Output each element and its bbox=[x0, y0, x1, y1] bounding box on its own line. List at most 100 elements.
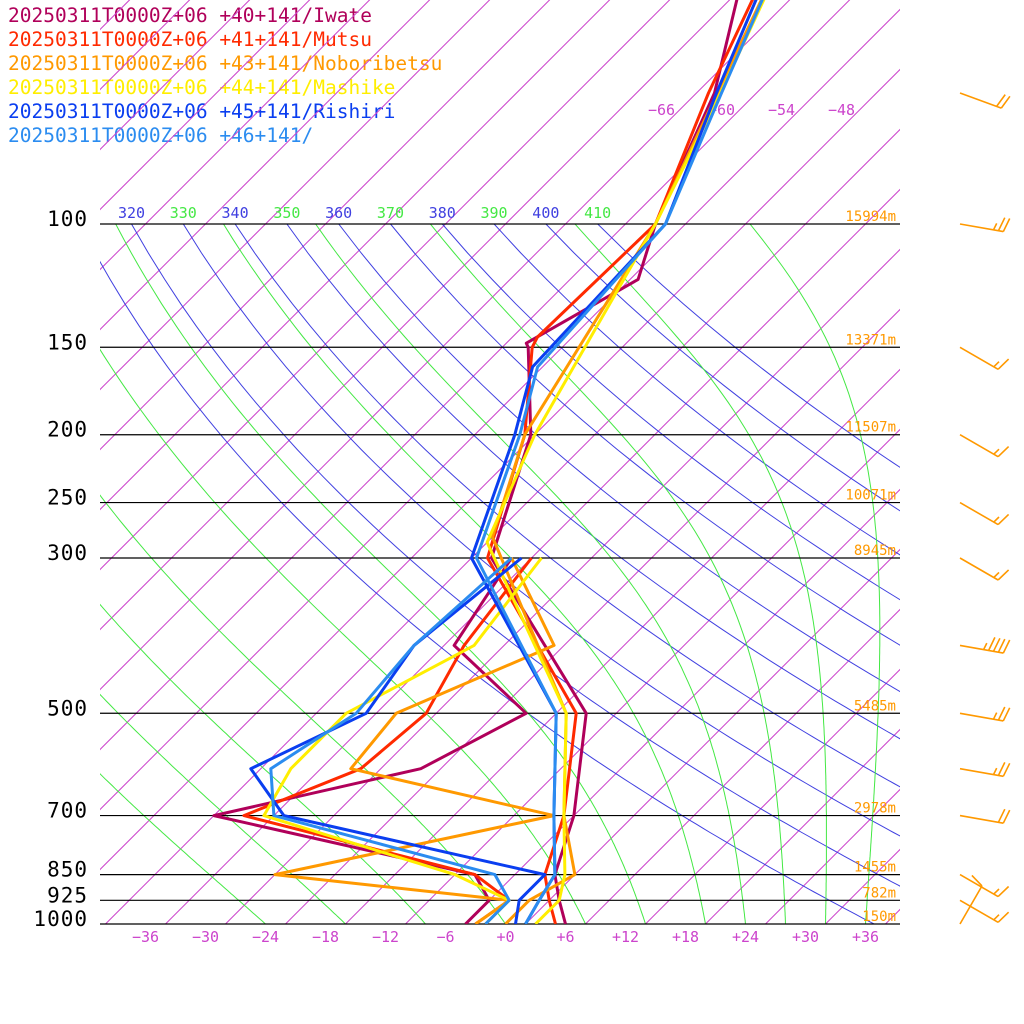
wind-barb bbox=[959, 873, 1010, 898]
wind-barb bbox=[959, 762, 1011, 778]
isotherm-line bbox=[100, 0, 131, 31]
wind-barb bbox=[959, 501, 1010, 526]
height-label: 2978m bbox=[854, 801, 896, 817]
temperature-tick-label: −36 bbox=[132, 928, 159, 946]
isotherm-line bbox=[0, 0, 64, 924]
temperature-ticks: −36 −30 −24 −18 −12 −6 +0 +6 +12 +18 +24 +30 +36 bbox=[132, 928, 879, 946]
isotherm-line bbox=[100, 0, 491, 391]
isotherm-line bbox=[645, 668, 900, 924]
legend-entry: 20250311T0000Z+06 +44+141/Mashike bbox=[8, 76, 396, 99]
wind-barb bbox=[959, 92, 1011, 109]
theta-label: 350 bbox=[273, 204, 300, 222]
temperature-tick-label: −24 bbox=[252, 928, 279, 946]
temperature-tick-label: +18 bbox=[672, 928, 699, 946]
isotherm-line bbox=[100, 0, 311, 211]
isotherm-line bbox=[165, 188, 900, 924]
dry-adiabat bbox=[234, 224, 900, 788]
temperature-tick-label: −12 bbox=[372, 928, 399, 946]
legend: 20250311T0000Z+06 +40+141/Iwate 20250311T… bbox=[8, 4, 442, 148]
pressure-label: 300 bbox=[47, 541, 88, 565]
temperature-tick-label: +24 bbox=[732, 928, 759, 946]
isotherm-line bbox=[525, 548, 900, 924]
wind-barbs bbox=[959, 92, 1011, 925]
temperature-tick-label: +30 bbox=[792, 928, 819, 946]
isotherm-line bbox=[100, 0, 551, 451]
isotherm-line bbox=[405, 428, 900, 924]
isotherm-line bbox=[100, 0, 671, 571]
wind-barb bbox=[959, 346, 1010, 370]
temperature-tick-label: −6 bbox=[436, 928, 454, 946]
wind-barb bbox=[959, 434, 1010, 458]
legend-entry: 20250311T0000Z+06 +41+141/Mutsu bbox=[8, 28, 372, 51]
temperature-profile bbox=[490, 0, 739, 924]
theta-label: 330 bbox=[170, 204, 197, 222]
theta-label: 390 bbox=[481, 204, 508, 222]
theta-label: 410 bbox=[584, 204, 611, 222]
dry-adiabat bbox=[338, 224, 900, 693]
profiles bbox=[212, 0, 766, 924]
theta-label: 370 bbox=[377, 204, 404, 222]
temperature-tick-label: +0 bbox=[496, 928, 514, 946]
isotherm-line bbox=[100, 0, 371, 271]
temperature-tick-label: −30 bbox=[192, 928, 219, 946]
legend-entry: 20250311T0000Z+06 +40+141/Iwate bbox=[8, 4, 372, 27]
theta-label: 320 bbox=[118, 204, 145, 222]
theta-labels: 0 320 330 340 350 360 370 380 390 400 410 bbox=[118, 204, 611, 222]
dewpoint-profile bbox=[262, 557, 543, 924]
height-label: 15994m bbox=[845, 209, 896, 225]
dry-adiabat bbox=[545, 224, 900, 512]
isotherm-line bbox=[705, 728, 900, 924]
height-label: 5485m bbox=[854, 698, 896, 714]
isotherm-line bbox=[285, 308, 900, 924]
pressure-label: 1000 bbox=[33, 907, 88, 931]
temperature-profile bbox=[475, 0, 764, 924]
pressure-label: 150 bbox=[47, 330, 88, 354]
pressure-label: 700 bbox=[47, 799, 88, 823]
wind-barb bbox=[959, 808, 1011, 824]
dewpoint-profile bbox=[212, 557, 528, 924]
theta-label: 400 bbox=[532, 204, 559, 222]
isotherm-line bbox=[100, 0, 251, 151]
pressure-label: 850 bbox=[47, 858, 88, 882]
theta-label: 360 bbox=[325, 204, 352, 222]
isotherm-line bbox=[946, 0, 1024, 924]
temperature-tick-label: +6 bbox=[556, 928, 574, 946]
isotherm-line bbox=[0, 0, 124, 924]
wind-barb bbox=[959, 557, 1010, 581]
temperature-tick-label: −18 bbox=[312, 928, 339, 946]
dewpoint-profile bbox=[269, 556, 513, 924]
isotherm-line bbox=[585, 608, 900, 924]
isotherm-label: −54 bbox=[768, 101, 795, 119]
wind-barb bbox=[959, 874, 983, 925]
isotherm-line bbox=[100, 8, 900, 811]
isotherm-line bbox=[885, 908, 900, 924]
isotherm-lines bbox=[0, 0, 1024, 924]
height-label: 1455m bbox=[854, 860, 896, 876]
temperature-profile bbox=[491, 0, 763, 924]
isotherm-line bbox=[100, 0, 731, 631]
pressure-levels: 100 15994m 150 13371m 200 11507m 250 10071m 300 8… bbox=[33, 207, 900, 931]
theta-label: 340 bbox=[222, 204, 249, 222]
legend-entry: 20250311T0000Z+06 +43+141/Noboribetsu bbox=[8, 52, 443, 75]
dry-adiabat bbox=[182, 224, 900, 837]
wind-barb bbox=[959, 217, 1011, 233]
pressure-label: 200 bbox=[47, 418, 88, 442]
height-label: 13371m bbox=[845, 332, 896, 348]
temperature-profile bbox=[485, 0, 766, 924]
height-label: 8945m bbox=[854, 543, 896, 559]
pressure-label: 500 bbox=[47, 696, 88, 720]
isotherm-label: −66 bbox=[648, 101, 675, 119]
isotherm-label: −48 bbox=[828, 101, 855, 119]
temperature-tick-label: +12 bbox=[612, 928, 639, 946]
height-label: 782m bbox=[862, 885, 896, 901]
legend-entry: 20250311T0000Z+06 +46+141/ bbox=[8, 124, 314, 147]
isotherm-line bbox=[100, 0, 851, 751]
pressure-label: 100 bbox=[47, 207, 88, 231]
pressure-label: 925 bbox=[47, 883, 88, 907]
wind-barb bbox=[959, 899, 1010, 923]
isotherm-line bbox=[765, 788, 900, 924]
moist-adiabats bbox=[100, 224, 881, 924]
isotherm-line bbox=[1006, 0, 1024, 924]
